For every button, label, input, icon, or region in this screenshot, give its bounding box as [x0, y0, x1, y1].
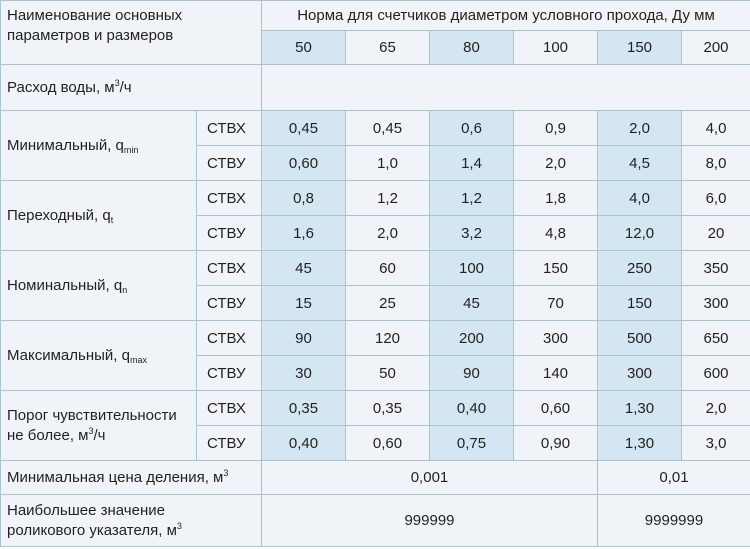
value-cell: 1,30 [597, 390, 682, 426]
value-cell: 2,0 [680, 390, 750, 426]
param-transitional-flow: Переходный, qt [0, 180, 197, 251]
value-cell: 8,0 [680, 145, 750, 181]
value-cell: 0,60 [261, 145, 346, 181]
value-cell: 0,60 [513, 390, 598, 426]
value-cell: 0,90 [513, 425, 598, 461]
value-cell: 0,60 [345, 425, 430, 461]
value-cell: 650 [680, 320, 750, 356]
value-cell: 4,5 [597, 145, 682, 181]
param-minimal-flow: Минимальный, qmin [0, 110, 197, 181]
value-cell: 2,0 [597, 110, 682, 146]
value-cell: 6,0 [680, 180, 750, 216]
value-cell: 100 [429, 250, 514, 286]
value-cell: 600 [680, 355, 750, 391]
value-cell: 0,40 [261, 425, 346, 461]
value-cell: 0,75 [429, 425, 514, 461]
max-roller-value-small: 999999 [261, 494, 598, 547]
diameter-150: 150 [597, 30, 682, 65]
header-title-line2: параметров и размеров [7, 27, 174, 44]
diameter-80: 80 [429, 30, 514, 65]
header-title-line1: Наименование основных [7, 7, 183, 24]
value-cell: 1,0 [345, 145, 430, 181]
param-sensitivity-threshold: Порог чувствительности не более, м3/ч [0, 390, 197, 461]
value-cell: 12,0 [597, 215, 682, 251]
value-cell: 0,35 [261, 390, 346, 426]
meter-type: СТВХ [196, 180, 262, 216]
value-cell: 4,0 [597, 180, 682, 216]
header-parameter-title: Наименование основных параметров и разме… [0, 0, 262, 65]
value-cell: 250 [597, 250, 682, 286]
max-roller-value-large: 9999999 [596, 494, 750, 547]
value-cell: 90 [429, 355, 514, 391]
value-cell: 1,8 [513, 180, 598, 216]
meter-type: СТВУ [196, 425, 262, 461]
value-cell: 25 [345, 285, 430, 321]
value-cell: 45 [261, 250, 346, 286]
value-cell: 20 [680, 215, 750, 251]
value-cell: 50 [345, 355, 430, 391]
meter-type: СТВХ [196, 110, 262, 146]
value-cell: 45 [429, 285, 514, 321]
param-nominal-flow: Номинальный, qn [0, 250, 197, 321]
value-cell: 1,6 [261, 215, 346, 251]
flow-section-spacer [260, 64, 750, 111]
value-cell: 150 [513, 250, 598, 286]
value-cell: 300 [597, 355, 682, 391]
value-cell: 3,0 [680, 425, 750, 461]
param-maximal-flow: Максимальный, qmax [0, 320, 197, 391]
value-cell: 200 [429, 320, 514, 356]
header-norm-title: Норма для счетчиков диаметром условного … [260, 0, 750, 31]
meter-type: СТВУ [196, 285, 262, 321]
value-cell: 150 [597, 285, 682, 321]
value-cell: 1,2 [429, 180, 514, 216]
value-cell: 140 [513, 355, 598, 391]
value-cell: 0,45 [345, 110, 430, 146]
value-cell: 2,0 [513, 145, 598, 181]
value-cell: 0,6 [429, 110, 514, 146]
value-cell: 300 [680, 285, 750, 321]
meter-type: СТВХ [196, 390, 262, 426]
min-division-value-small: 0,001 [261, 460, 598, 495]
value-cell: 0,45 [261, 110, 346, 146]
value-cell: 1,2 [345, 180, 430, 216]
meter-type: СТВУ [196, 145, 262, 181]
value-cell: 300 [513, 320, 598, 356]
value-cell: 30 [261, 355, 346, 391]
value-cell: 500 [597, 320, 682, 356]
value-cell: 90 [261, 320, 346, 356]
meter-type: СТВУ [196, 215, 262, 251]
value-cell: 70 [513, 285, 598, 321]
value-cell: 0,40 [429, 390, 514, 426]
value-cell: 0,9 [513, 110, 598, 146]
value-cell: 3,2 [429, 215, 514, 251]
diameter-65: 65 [345, 30, 430, 65]
value-cell: 4,8 [513, 215, 598, 251]
value-cell: 1,30 [597, 425, 682, 461]
meter-type: СТВУ [196, 355, 262, 391]
meter-type: СТВХ [196, 250, 262, 286]
value-cell: 60 [345, 250, 430, 286]
max-roller-label: Наибольшее значение роликового указателя… [0, 494, 262, 547]
min-division-value-large: 0,01 [596, 460, 750, 495]
value-cell: 350 [680, 250, 750, 286]
value-cell: 120 [345, 320, 430, 356]
value-cell: 0,8 [261, 180, 346, 216]
diameter-50: 50 [261, 30, 346, 65]
value-cell: 4,0 [680, 110, 750, 146]
diameter-200: 200 [680, 30, 750, 65]
min-division-label: Минимальная цена деления, м3 [0, 460, 262, 495]
diameter-100: 100 [513, 30, 598, 65]
value-cell: 2,0 [345, 215, 430, 251]
value-cell: 1,4 [429, 145, 514, 181]
flow-section-label: Расход воды, м3/ч [0, 64, 262, 111]
value-cell: 15 [261, 285, 346, 321]
meter-type: СТВХ [196, 320, 262, 356]
value-cell: 0,35 [345, 390, 430, 426]
